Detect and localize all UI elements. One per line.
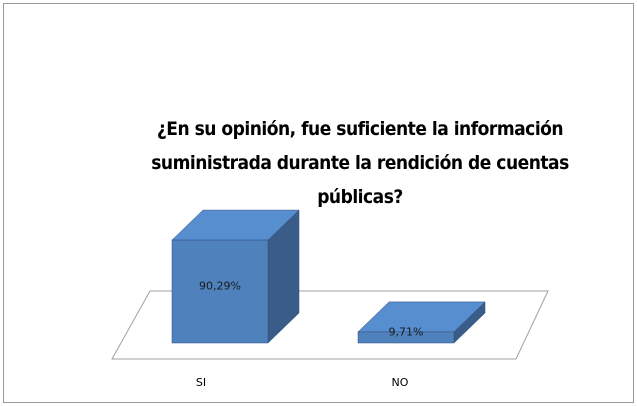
x-tick-label: NO — [392, 376, 409, 389]
chart-title: ¿En su opinión, fue suficiente la inform… — [151, 118, 569, 208]
data-label: 90,29% — [199, 280, 241, 293]
x-tick-label: SI — [196, 376, 206, 389]
bar — [357, 331, 455, 344]
bar — [171, 239, 269, 344]
data-label: 9,71% — [389, 325, 424, 338]
